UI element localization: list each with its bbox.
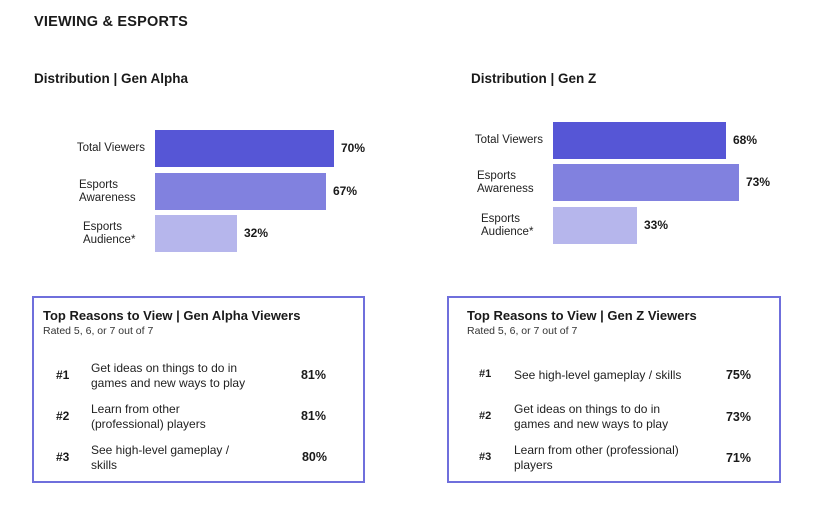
- reason-rank: #3: [56, 450, 70, 464]
- category-label: Total Viewers: [433, 134, 543, 147]
- reason-text: Learn from other (professional) players: [514, 443, 679, 473]
- category-label-line: Esports: [79, 179, 118, 191]
- reason-line: games and new ways to play: [91, 376, 246, 390]
- category-label: Esports Awareness: [79, 179, 159, 204]
- reasons-box-gen-alpha: Top Reasons to View | Gen Alpha Viewers …: [32, 296, 365, 483]
- value-label: 32%: [244, 225, 269, 240]
- reason-line: See high-level gameplay /: [91, 443, 230, 457]
- category-label: Esports Awareness: [477, 170, 557, 195]
- reason-text: See high-level gameplay / skills: [91, 443, 229, 473]
- reason-text: Get ideas on things to do in games and n…: [91, 361, 245, 391]
- reason-rank: #2: [56, 409, 70, 423]
- value-label: 33%: [644, 217, 669, 232]
- category-label: Total Viewers: [35, 142, 145, 155]
- reason-text: Get ideas on things to do in games and n…: [514, 402, 668, 432]
- value-label: 73%: [746, 174, 771, 189]
- page-title: VIEWING & ESPORTS: [34, 14, 189, 30]
- reason-value: 71%: [725, 451, 751, 465]
- reason-rank: #1: [479, 368, 492, 380]
- reason-value: 73%: [725, 410, 751, 424]
- reasons-subtitle: Rated 5, 6, or 7 out of 7: [43, 325, 154, 337]
- category-label-line: Total Viewers: [76, 142, 145, 155]
- reason-value: 80%: [301, 450, 327, 464]
- reason-line: See high-level gameplay / skills: [514, 368, 682, 382]
- reason-line: Learn from other (professional): [514, 443, 679, 457]
- bar-esports-awareness: [553, 164, 739, 201]
- reasons-title: Top Reasons to View | Gen Z Viewers: [467, 308, 697, 323]
- reasons-subtitle: Rated 5, 6, or 7 out of 7: [467, 325, 578, 337]
- category-label-line: Esports: [83, 221, 122, 233]
- value-label: 67%: [333, 183, 358, 198]
- reason-line: Get ideas on things to do in: [91, 361, 238, 375]
- category-label-line: Esports: [481, 213, 520, 225]
- reason-rank: #1: [56, 368, 70, 382]
- value-label: 68%: [733, 132, 758, 147]
- reason-value: 81%: [300, 368, 326, 382]
- reason-line: skills: [91, 458, 117, 472]
- reason-line: Get ideas on things to do in: [514, 402, 661, 416]
- bar-esports-audience: [155, 215, 237, 252]
- reason-value: 81%: [300, 409, 326, 423]
- bar-esports-audience: [553, 207, 637, 244]
- reason-line: players: [514, 458, 553, 472]
- category-label-line: Total Viewers: [474, 134, 543, 147]
- reason-line: games and new ways to play: [514, 417, 669, 431]
- reason-line: Learn from other: [91, 402, 180, 416]
- reasons-box-gen-z: Top Reasons to View | Gen Z Viewers Rate…: [447, 296, 781, 483]
- bar-total-viewers: [553, 122, 726, 159]
- reason-value: 75%: [725, 368, 751, 382]
- reasons-title: Top Reasons to View | Gen Alpha Viewers: [43, 308, 301, 323]
- chart-title-gen-alpha: Distribution | Gen Alpha: [34, 71, 189, 86]
- reason-text: See high-level gameplay / skills: [514, 368, 681, 383]
- category-label-line: Audience*: [83, 233, 136, 246]
- reason-rank: #2: [479, 410, 492, 422]
- category-label-line: Audience*: [481, 225, 534, 238]
- category-label: Esports Audience*: [83, 221, 163, 246]
- reason-text: Learn from other (professional) players: [91, 402, 206, 432]
- category-label-line: Esports: [477, 170, 516, 182]
- category-label-line: Awareness: [477, 182, 534, 195]
- category-label-line: Awareness: [79, 191, 136, 204]
- reason-line: (professional) players: [91, 417, 206, 431]
- bar-total-viewers: [155, 130, 334, 167]
- bar-esports-awareness: [155, 173, 326, 210]
- category-label: Esports Audience*: [481, 213, 561, 238]
- reason-rank: #3: [479, 451, 492, 463]
- value-label: 70%: [341, 140, 366, 155]
- chart-title-gen-z: Distribution | Gen Z: [471, 71, 597, 86]
